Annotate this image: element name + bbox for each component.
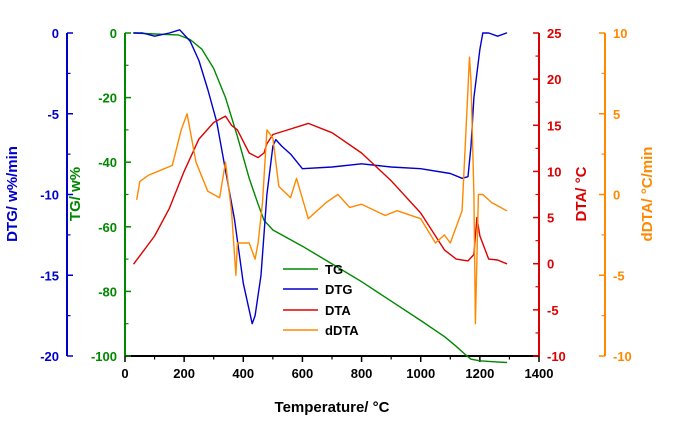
tg-tick-label: -60 <box>98 220 117 235</box>
dtg-tick-label: 0 <box>52 26 59 41</box>
dtg-tick-label: -20 <box>40 349 59 364</box>
tg-axis-label: TG/ w% <box>67 167 84 221</box>
x-tick-label: 0 <box>121 366 128 381</box>
x-axis-label: Temperature/ °C <box>275 399 390 416</box>
tg-tick-label: -100 <box>91 349 117 364</box>
tick-labels: 0-5-10-15-200-20-40-60-80-1002520151050-… <box>40 26 632 381</box>
legend-label-dtg: DTG <box>325 282 352 297</box>
ddta-tick-label: 5 <box>613 107 620 122</box>
tg-tick-label: 0 <box>110 26 117 41</box>
ddta-tick-label: -5 <box>613 268 625 283</box>
dta-tick-label: 10 <box>547 164 561 179</box>
x-tick-label: 1400 <box>525 366 554 381</box>
dta-tick-label: 5 <box>547 211 554 226</box>
legend-label-tg: TG <box>325 262 343 277</box>
ddta-tick-label: 10 <box>613 26 627 41</box>
ddta-tick-label: 0 <box>613 188 620 203</box>
ddta-tick-label: -10 <box>613 349 632 364</box>
series-line-tg <box>133 32 508 364</box>
series-line-dtg <box>133 29 508 325</box>
dta-tick-label: 20 <box>547 72 561 87</box>
x-tick-label: 1000 <box>406 366 435 381</box>
legend: TG DTG DTA dDTA <box>283 262 359 338</box>
dtg-tick-label: -15 <box>40 268 59 283</box>
tick-marks <box>67 32 605 362</box>
dta-tick-label: 25 <box>547 26 561 41</box>
series-line-ddta <box>136 56 508 325</box>
dtg-tick-label: -5 <box>47 107 59 122</box>
dta-tick-label: 15 <box>547 118 561 133</box>
legend-label-dta: DTA <box>325 303 351 318</box>
tg-tick-label: -80 <box>98 284 117 299</box>
x-tick-label: 200 <box>173 366 195 381</box>
x-tick-label: 600 <box>292 366 314 381</box>
x-tick-label: 800 <box>351 366 373 381</box>
data-curves <box>133 29 508 364</box>
dtg-axis-label: DTG/ w%/min <box>4 146 21 242</box>
tg-tick-label: -20 <box>98 91 117 106</box>
dta-tick-label: 0 <box>547 257 554 272</box>
dta-tick-label: -5 <box>547 303 559 318</box>
x-tick-label: 400 <box>232 366 254 381</box>
dtg-tick-label: -10 <box>40 188 59 203</box>
dta-tick-label: -10 <box>547 349 566 364</box>
ddta-axis-label: dDTA/ °C/min <box>639 147 656 242</box>
legend-label-ddta: dDTA <box>325 323 359 338</box>
dta-axis-label: DTA/ °C <box>573 166 590 221</box>
tg-tick-label: -40 <box>98 155 117 170</box>
x-tick-label: 1200 <box>465 366 494 381</box>
